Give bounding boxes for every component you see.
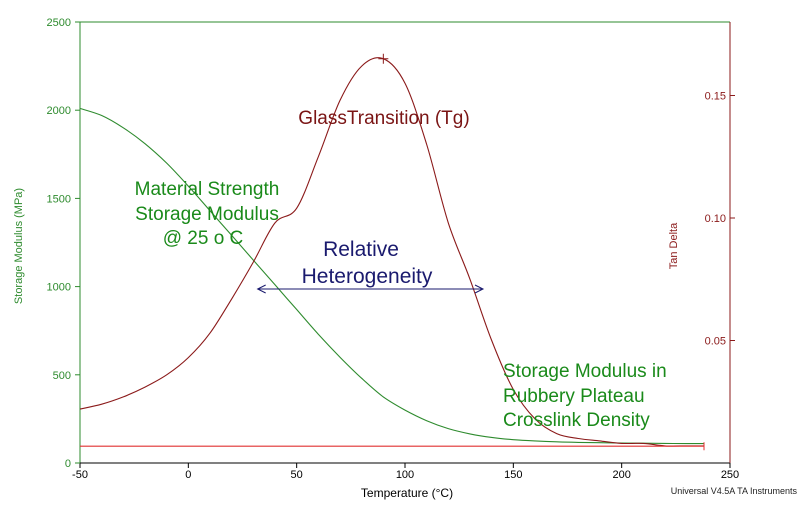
y-right-tick-label: 0.05	[705, 336, 726, 348]
annotation-strength-line2: Storage Modulus	[135, 204, 279, 225]
y-right-tick-label: 0.10	[705, 213, 726, 225]
annotation-strength-line1: Material Strength	[135, 179, 280, 200]
y-right-tick-label: 0.15	[705, 91, 726, 103]
annotation-relative-line1: Relative	[323, 238, 399, 261]
y-axis-left-label: Storage Modulus (MPa)	[13, 188, 25, 304]
x-ticks: -50 0 50 100 150 200 250	[72, 463, 739, 481]
heterogeneity-arrow-left-head	[256, 284, 266, 294]
annotation-relative-line2: Heterogeneity	[302, 265, 433, 288]
annotation-tg: GlassTransition (Tg)	[298, 108, 469, 129]
series-layer	[79, 57, 705, 451]
series-line-1	[79, 107, 704, 445]
heterogeneity-arrow-right-head	[474, 284, 485, 294]
annotation-layer	[256, 53, 485, 294]
annotation-rubbery-line3: Crosslink Density	[503, 410, 650, 431]
y-ticks-left: 0 500 1000 1500 2000 2500	[47, 17, 80, 470]
x-tick-label: 0	[185, 469, 191, 481]
series-line-2	[79, 57, 704, 447]
x-tick-label: 250	[721, 469, 739, 481]
y-left-tick-label: 500	[53, 370, 71, 382]
x-tick-label: 200	[612, 469, 630, 481]
x-tick-label: 50	[291, 469, 303, 481]
y-left-tick-label: 2000	[47, 105, 71, 117]
y-ticks-right: 0.05 0.10 0.15	[705, 91, 735, 348]
x-tick-label: -50	[72, 469, 88, 481]
x-axis-label: Temperature (°C)	[361, 486, 453, 500]
annotation-strength-line3: @ 25 o C	[163, 228, 244, 249]
footer-label: Universal V4.5A TA Instruments	[671, 486, 798, 496]
y-left-tick-label: 1000	[47, 282, 71, 294]
y-left-tick-label: 0	[65, 458, 71, 470]
y-axis-right-label: Tan Delta	[668, 222, 680, 269]
y-left-tick-label: 1500	[47, 193, 71, 205]
annotation-rubbery-line1: Storage Modulus in	[503, 361, 667, 382]
annotation-rubbery-line2: Rubbery Plateau	[503, 386, 645, 407]
x-tick-label: 100	[396, 469, 414, 481]
y-left-tick-label: 2500	[47, 17, 71, 29]
x-tick-label: 150	[504, 469, 522, 481]
